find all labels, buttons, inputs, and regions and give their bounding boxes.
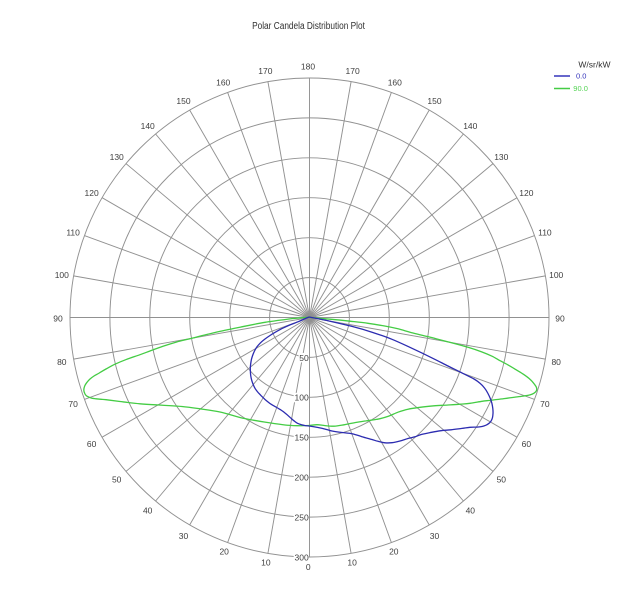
svg-text:70: 70 xyxy=(68,399,78,409)
svg-text:300: 300 xyxy=(295,552,309,562)
svg-text:130: 130 xyxy=(110,152,124,162)
svg-text:90: 90 xyxy=(555,313,565,323)
svg-text:90.0: 90.0 xyxy=(573,84,588,93)
svg-text:160: 160 xyxy=(388,78,402,88)
svg-text:30: 30 xyxy=(430,531,440,541)
svg-text:180: 180 xyxy=(301,61,315,71)
svg-text:10: 10 xyxy=(347,558,357,568)
svg-text:40: 40 xyxy=(143,506,153,516)
svg-text:170: 170 xyxy=(346,66,360,76)
svg-text:150: 150 xyxy=(176,96,190,106)
svg-text:Polar Candela Distribution Plo: Polar Candela Distribution Plot xyxy=(252,20,365,31)
svg-text:80: 80 xyxy=(551,357,561,367)
svg-text:160: 160 xyxy=(216,78,230,88)
svg-text:0: 0 xyxy=(306,562,311,572)
svg-text:100: 100 xyxy=(55,270,69,280)
svg-text:50: 50 xyxy=(112,475,122,485)
svg-text:50: 50 xyxy=(497,475,507,485)
svg-text:10: 10 xyxy=(261,558,271,568)
svg-text:60: 60 xyxy=(87,439,97,449)
svg-text:250: 250 xyxy=(295,513,309,523)
svg-text:30: 30 xyxy=(179,531,189,541)
svg-text:150: 150 xyxy=(295,433,309,443)
svg-text:40: 40 xyxy=(466,506,476,516)
svg-text:50: 50 xyxy=(299,353,309,363)
svg-text:130: 130 xyxy=(494,152,508,162)
svg-text:110: 110 xyxy=(66,228,80,238)
svg-text:100: 100 xyxy=(549,270,563,280)
svg-text:120: 120 xyxy=(85,188,99,198)
svg-text:100: 100 xyxy=(295,393,309,403)
svg-text:200: 200 xyxy=(295,473,309,483)
svg-text:110: 110 xyxy=(538,228,552,238)
svg-text:140: 140 xyxy=(463,121,477,131)
svg-text:0.0: 0.0 xyxy=(576,72,586,81)
svg-text:140: 140 xyxy=(141,121,155,131)
svg-text:70: 70 xyxy=(540,399,550,409)
svg-text:60: 60 xyxy=(522,439,532,449)
svg-text:170: 170 xyxy=(258,66,272,76)
svg-text:120: 120 xyxy=(519,188,533,198)
svg-text:80: 80 xyxy=(57,357,67,367)
svg-text:150: 150 xyxy=(427,96,441,106)
svg-text:W/sr/kW: W/sr/kW xyxy=(578,60,610,70)
svg-text:20: 20 xyxy=(389,546,399,556)
svg-text:20: 20 xyxy=(219,546,229,556)
svg-text:90: 90 xyxy=(53,313,63,323)
